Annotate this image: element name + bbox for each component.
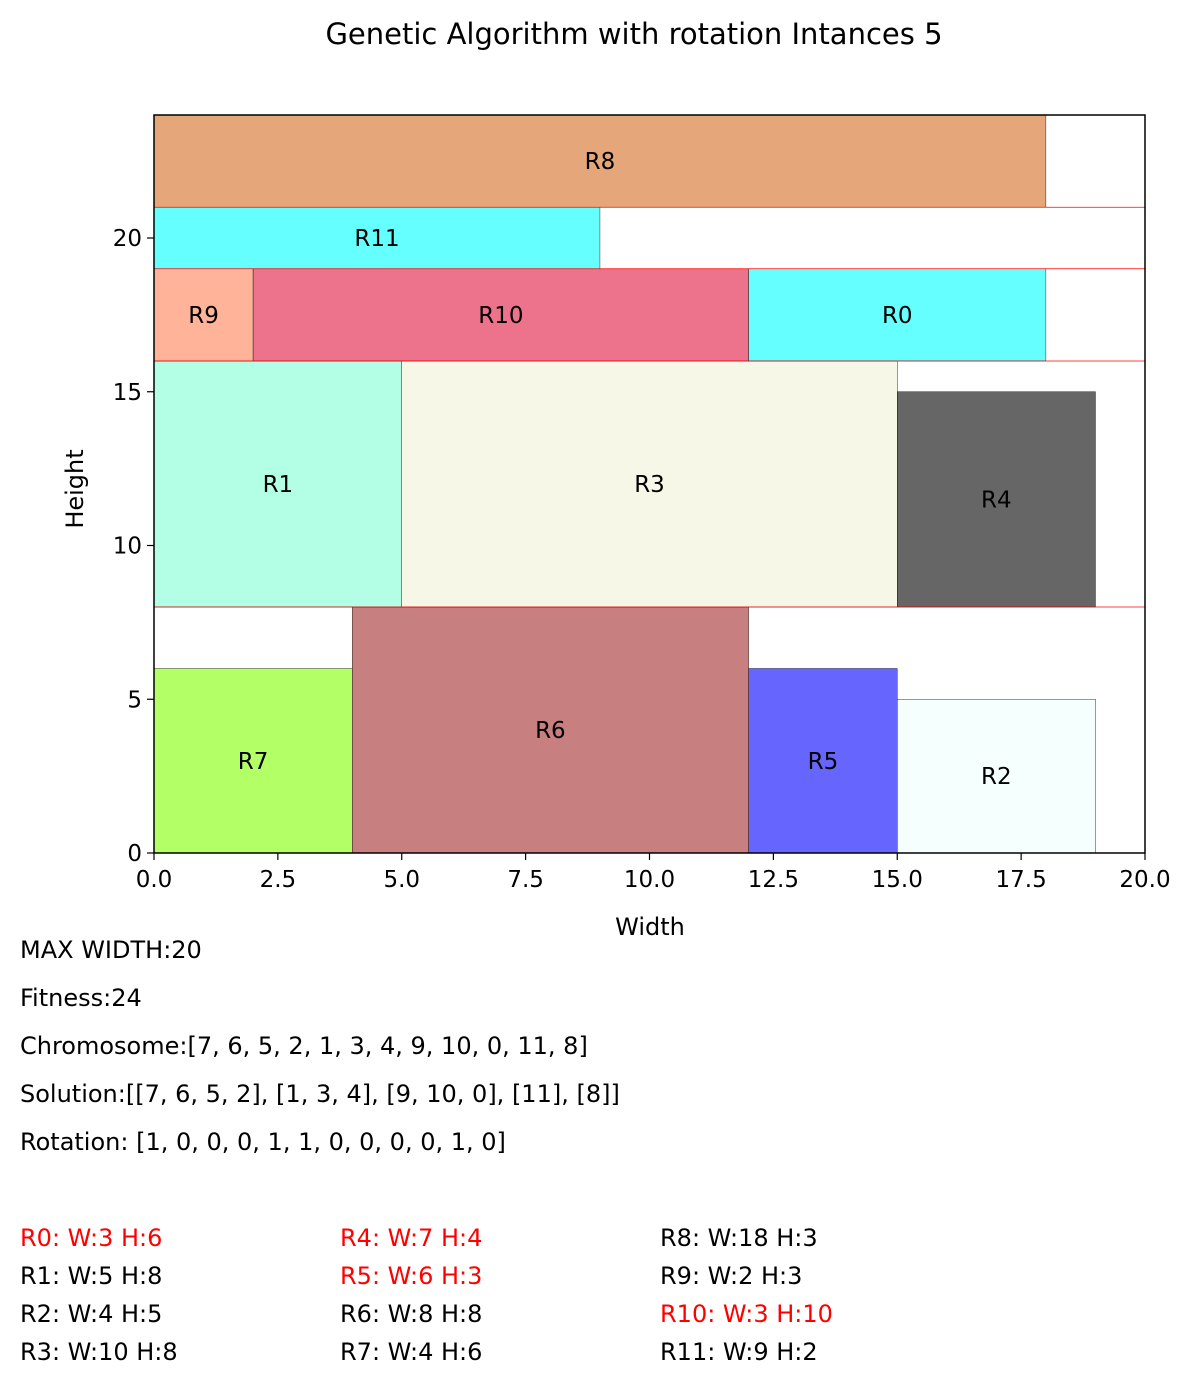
x-tick-label: 10.0 xyxy=(624,867,675,893)
rect-r4 xyxy=(897,391,1096,608)
x-tick-label: 0.0 xyxy=(136,867,173,893)
rect-r2 xyxy=(897,699,1096,854)
dimension-r3: R3: W:10 H:8 xyxy=(20,1338,178,1366)
rect-r5 xyxy=(748,668,898,854)
dimension-r5: R5: W:6 H:3 xyxy=(340,1262,483,1290)
rect-label-r10: R10 xyxy=(478,303,523,329)
rect-label-r7: R7 xyxy=(238,749,269,775)
rect-label-r2: R2 xyxy=(981,764,1012,790)
chart-title: Genetic Algorithm with rotation Intances… xyxy=(325,17,942,51)
y-axis-label: Height xyxy=(61,449,89,528)
rect-r9 xyxy=(153,268,254,362)
y-tick-label: 15 xyxy=(113,380,142,406)
y-tick-label: 5 xyxy=(127,687,142,713)
rect-label-r11: R11 xyxy=(354,226,399,252)
dimension-r7: R7: W:4 H:6 xyxy=(340,1338,483,1366)
fitness-text: Fitness:24 xyxy=(20,984,142,1012)
x-axis-label: Width xyxy=(615,913,685,940)
x-tick-label: 15.0 xyxy=(872,867,923,893)
packing-chart: Genetic Algorithm with rotation Intances… xyxy=(61,17,1171,940)
x-tick-label: 20.0 xyxy=(1119,867,1170,893)
x-tick-label: 7.5 xyxy=(507,867,544,893)
rect-label-r3: R3 xyxy=(634,472,665,498)
dimension-r11: R11: W:9 H:2 xyxy=(660,1338,818,1366)
rect-r1 xyxy=(153,360,402,608)
rect-r8 xyxy=(153,114,1047,208)
rotation-text: Rotation: [1, 0, 0, 0, 1, 1, 0, 0, 0, 0,… xyxy=(20,1128,506,1156)
y-tick-label: 20 xyxy=(113,226,142,252)
rect-r6 xyxy=(352,606,749,854)
rect-label-r8: R8 xyxy=(585,149,616,175)
chromosome-text: Chromosome:[7, 6, 5, 2, 1, 3, 4, 9, 10, … xyxy=(20,1032,588,1060)
dimension-r9: R9: W:2 H:3 xyxy=(660,1262,803,1290)
rect-label-r9: R9 xyxy=(188,303,219,329)
dimension-r10: R10: W:3 H:10 xyxy=(660,1300,833,1328)
x-tick-label: 17.5 xyxy=(996,867,1047,893)
rect-label-r6: R6 xyxy=(535,718,566,744)
x-tick-label: 5.0 xyxy=(383,867,420,893)
rect-label-r0: R0 xyxy=(882,303,913,329)
dimension-r0: R0: W:3 H:6 xyxy=(20,1224,163,1252)
dimension-r1: R1: W:5 H:8 xyxy=(20,1262,163,1290)
dimension-r4: R4: W:7 H:4 xyxy=(340,1224,483,1252)
rect-r3 xyxy=(401,360,898,608)
y-tick-label: 0 xyxy=(127,841,142,867)
max-width-text: MAX WIDTH:20 xyxy=(20,936,202,964)
dimension-r2: R2: W:4 H:5 xyxy=(20,1300,163,1328)
x-tick-label: 12.5 xyxy=(748,867,799,893)
rect-label-r4: R4 xyxy=(981,487,1012,513)
solution-text: Solution:[[7, 6, 5, 2], [1, 3, 4], [9, 1… xyxy=(20,1080,620,1108)
rect-r11 xyxy=(153,207,601,269)
y-tick-label: 10 xyxy=(113,534,142,560)
dimension-r8: R8: W:18 H:3 xyxy=(660,1224,818,1252)
dimension-r6: R6: W:8 H:8 xyxy=(340,1300,483,1328)
rect-r7 xyxy=(153,668,353,854)
rect-label-r5: R5 xyxy=(808,749,839,775)
rect-r0 xyxy=(748,268,1047,362)
rect-label-r1: R1 xyxy=(263,472,294,498)
x-tick-label: 2.5 xyxy=(260,867,297,893)
